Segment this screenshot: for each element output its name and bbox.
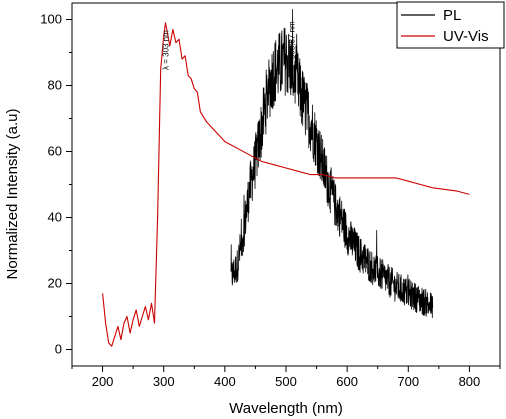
- y-tick-label: 0: [55, 342, 62, 357]
- series-line-pl: [230, 9, 434, 319]
- x-tick-label: 700: [397, 374, 419, 389]
- y-tick-label: 100: [40, 12, 62, 27]
- legend-box: [396, 1, 505, 49]
- x-tick-label: 800: [459, 374, 481, 389]
- legend-label: UV-Vis: [443, 28, 489, 45]
- x-tick-label: 500: [275, 374, 297, 389]
- y-tick-label: 40: [48, 210, 62, 225]
- legend-label: PL: [443, 7, 461, 24]
- y-tick-label: 20: [48, 276, 62, 291]
- series-line-uv-vis: [102, 22, 470, 347]
- x-tick-label: 400: [214, 374, 236, 389]
- y-axis-title: Normalized Intensity (a.u): [4, 109, 21, 280]
- y-tick-label: 80: [48, 78, 62, 93]
- plot-series-group: [102, 9, 470, 347]
- x-tick-label: 600: [336, 374, 358, 389]
- x-axis-ticks: 200 300 400 500 600 700 800: [71, 366, 501, 389]
- x-tick-label: 200: [92, 374, 114, 389]
- peak-annotations: λ = 303 nm λ =508,87 nm: [162, 21, 297, 70]
- peak-annotation-label: λ = 303 nm: [162, 30, 171, 70]
- x-axis-title: Wavelength (nm): [229, 400, 343, 417]
- y-axis-ticks: 0 20 40 60 80 100: [40, 12, 72, 357]
- legend: PL UV-Vis: [396, 1, 505, 49]
- peak-annotation-label: λ =508,87 nm: [288, 21, 297, 70]
- y-tick-label: 60: [48, 144, 62, 159]
- x-tick-label: 300: [153, 374, 175, 389]
